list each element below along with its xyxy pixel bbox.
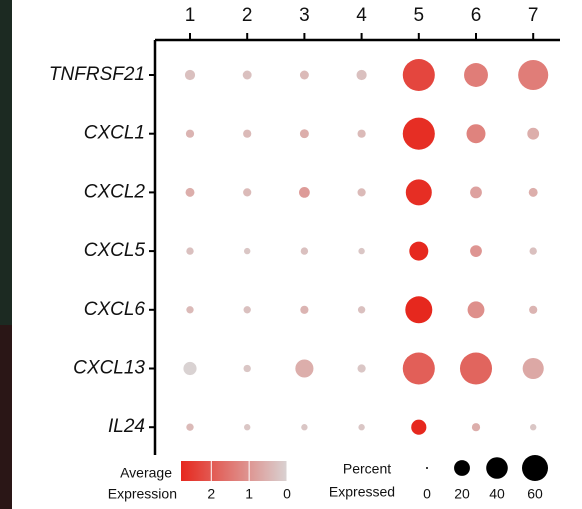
dot <box>529 306 537 314</box>
dot <box>358 306 365 313</box>
dot <box>403 352 435 384</box>
column-label: 7 <box>528 5 539 26</box>
dot <box>300 71 309 80</box>
column-label: 1 <box>185 5 196 26</box>
dot <box>409 242 428 261</box>
dot <box>301 424 307 430</box>
size-label: 60 <box>527 486 543 502</box>
gene-label: CXCL13 <box>73 358 145 379</box>
size-key <box>454 460 470 476</box>
dot <box>470 186 482 198</box>
dot <box>411 420 426 435</box>
dot <box>244 306 251 313</box>
dot <box>358 188 366 196</box>
size-title: Percent <box>343 461 391 477</box>
dot <box>470 245 482 257</box>
dot <box>358 424 364 430</box>
column-label: 3 <box>299 5 310 26</box>
dot <box>185 70 195 80</box>
dot <box>518 60 548 90</box>
size-key <box>486 457 508 479</box>
dot <box>523 358 544 379</box>
dot <box>299 187 310 198</box>
size-label: 40 <box>489 486 505 502</box>
column-label: 6 <box>471 5 482 26</box>
gene-label: TNFRSF21 <box>49 64 145 85</box>
dot <box>358 248 364 254</box>
size-label: 20 <box>454 486 470 502</box>
dot <box>244 424 250 430</box>
color-title: Expression <box>108 486 177 502</box>
dot <box>356 70 366 80</box>
dot <box>186 424 193 431</box>
page: {"chart_data": { "type": "dot", "categor… <box>0 0 582 509</box>
dot <box>527 128 539 140</box>
dot <box>464 63 488 87</box>
dot <box>405 296 432 323</box>
gene-label: CXCL2 <box>84 181 146 202</box>
dot <box>358 130 366 138</box>
dot <box>460 352 492 384</box>
gene-label: CXCL5 <box>84 240 146 261</box>
dot <box>300 129 309 138</box>
size-key <box>426 467 428 469</box>
dot <box>529 188 538 197</box>
image-strip <box>0 325 12 509</box>
dot <box>406 179 432 205</box>
color-title: Average <box>120 465 172 481</box>
dot <box>186 188 195 197</box>
dot <box>472 423 480 431</box>
dot <box>244 248 250 254</box>
dot <box>358 364 366 372</box>
column-label: 5 <box>414 5 425 26</box>
size-key <box>522 455 548 481</box>
size-label: 0 <box>423 486 431 502</box>
colorbar-label: 0 <box>283 486 291 502</box>
dot <box>186 130 194 138</box>
column-label: 4 <box>356 5 367 26</box>
dot <box>301 247 308 254</box>
gene-label: IL24 <box>108 416 145 437</box>
colorbar-label: 1 <box>245 486 253 502</box>
dot <box>403 59 435 91</box>
dot <box>467 124 486 143</box>
size-title: Expressed <box>329 484 395 500</box>
dot <box>186 247 193 254</box>
dot <box>243 71 252 80</box>
dot <box>243 130 251 138</box>
dot <box>530 424 536 430</box>
dot <box>186 306 193 313</box>
dot <box>295 359 313 377</box>
column-label: 2 <box>242 5 253 26</box>
colorbar-label: 2 <box>207 486 215 502</box>
dot <box>300 306 308 314</box>
dot <box>468 301 485 318</box>
gene-label: CXCL6 <box>84 299 146 320</box>
dot <box>530 247 537 254</box>
dot <box>244 365 251 372</box>
dot <box>403 118 435 150</box>
dot <box>183 362 196 375</box>
colorbar <box>181 461 287 481</box>
gene-label: CXCL1 <box>84 123 145 144</box>
dot <box>243 188 251 196</box>
chart: 1 2 3 4 5 6 7 TNFRSF21 CXCL1 CXCL2 CXCL5 CXCL6 CXCL1… <box>0 0 582 509</box>
